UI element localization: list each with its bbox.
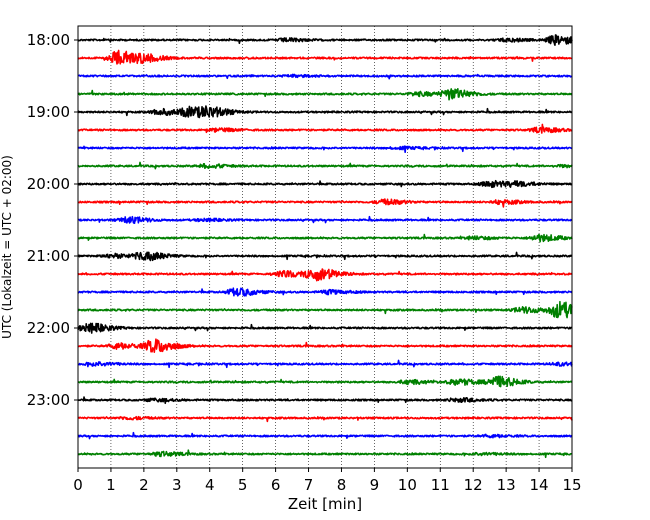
x-tick-label: 2: [139, 476, 149, 494]
trace-2200: [77, 322, 573, 334]
trace-1830: [77, 73, 573, 80]
x-tick-label: 15: [562, 476, 581, 494]
trace-1915: [77, 123, 573, 134]
trace-2045: [77, 233, 573, 243]
trace-1845: [77, 88, 573, 101]
trace-2330: [77, 431, 573, 440]
trace-2100: [77, 251, 573, 262]
y-axis-label: UTC (Lokalzeit = UTC + 02:00): [0, 155, 14, 339]
trace-2130: [77, 287, 573, 297]
trace-2115: [77, 268, 573, 282]
x-tick-label: 5: [238, 476, 248, 494]
trace-group: [77, 34, 573, 459]
trace-2000: [77, 179, 573, 189]
x-tick-label: 4: [205, 476, 215, 494]
x-tick-label: 9: [370, 476, 380, 494]
x-tick-label: 12: [464, 476, 483, 494]
y-tick-label: 19:00: [27, 103, 70, 121]
x-axis-label: Zeit [min]: [288, 495, 362, 513]
x-tick-label: 8: [337, 476, 347, 494]
trace-2300: [77, 396, 573, 405]
x-tick-label: 14: [530, 476, 549, 494]
trace-2230: [77, 359, 573, 369]
x-tick-label: 11: [431, 476, 450, 494]
y-tick-label: 21:00: [27, 247, 70, 265]
x-tick-label: 0: [73, 476, 83, 494]
trace-2315: [77, 415, 573, 423]
trace-2145: [77, 300, 573, 319]
y-tick-label: 22:00: [27, 319, 70, 337]
y-tick-label: 20:00: [27, 175, 70, 193]
trace-1900: [77, 105, 573, 119]
x-tick-label: 6: [271, 476, 281, 494]
trace-1815: [77, 49, 573, 65]
y-tick-label: 18:00: [27, 31, 70, 49]
trace-1930: [77, 145, 573, 154]
trace-1945: [77, 161, 573, 170]
x-tick-label: 7: [304, 476, 314, 494]
trace-2015: [77, 198, 573, 208]
x-axis: 0 1 2 3 4 5 6 7 8 9 10 11 12 13 14 15: [73, 468, 582, 494]
trace-1800: [77, 34, 573, 46]
x-tick-label: 1: [106, 476, 116, 494]
trace-2345: [77, 449, 573, 459]
trace-2215: [77, 338, 573, 353]
y-axis: 18:00 19:00 20:00 21:00 22:00 23:00: [27, 31, 78, 409]
x-tick-label: 13: [497, 476, 516, 494]
x-tick-label: 3: [172, 476, 182, 494]
trace-2030: [77, 215, 573, 225]
y-tick-label: 23:00: [27, 391, 70, 409]
plot-frame: [77, 25, 573, 469]
plot-background: [78, 26, 572, 468]
trace-2245: [77, 375, 573, 388]
x-tick-label: 10: [398, 476, 417, 494]
